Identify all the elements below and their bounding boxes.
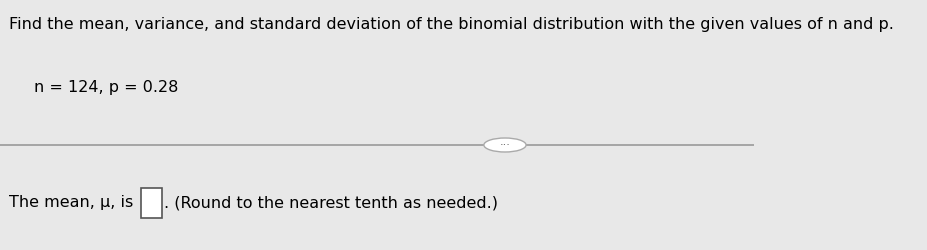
Text: . (Round to the nearest tenth as needed.): . (Round to the nearest tenth as needed.… xyxy=(164,195,498,210)
Circle shape xyxy=(483,138,526,152)
FancyBboxPatch shape xyxy=(141,188,162,218)
Text: The mean, μ, is: The mean, μ, is xyxy=(9,195,133,210)
Text: ···: ··· xyxy=(499,140,510,150)
Text: Find the mean, variance, and standard deviation of the binomial distribution wit: Find the mean, variance, and standard de… xyxy=(9,18,893,32)
Text: n = 124, p = 0.28: n = 124, p = 0.28 xyxy=(34,80,178,95)
